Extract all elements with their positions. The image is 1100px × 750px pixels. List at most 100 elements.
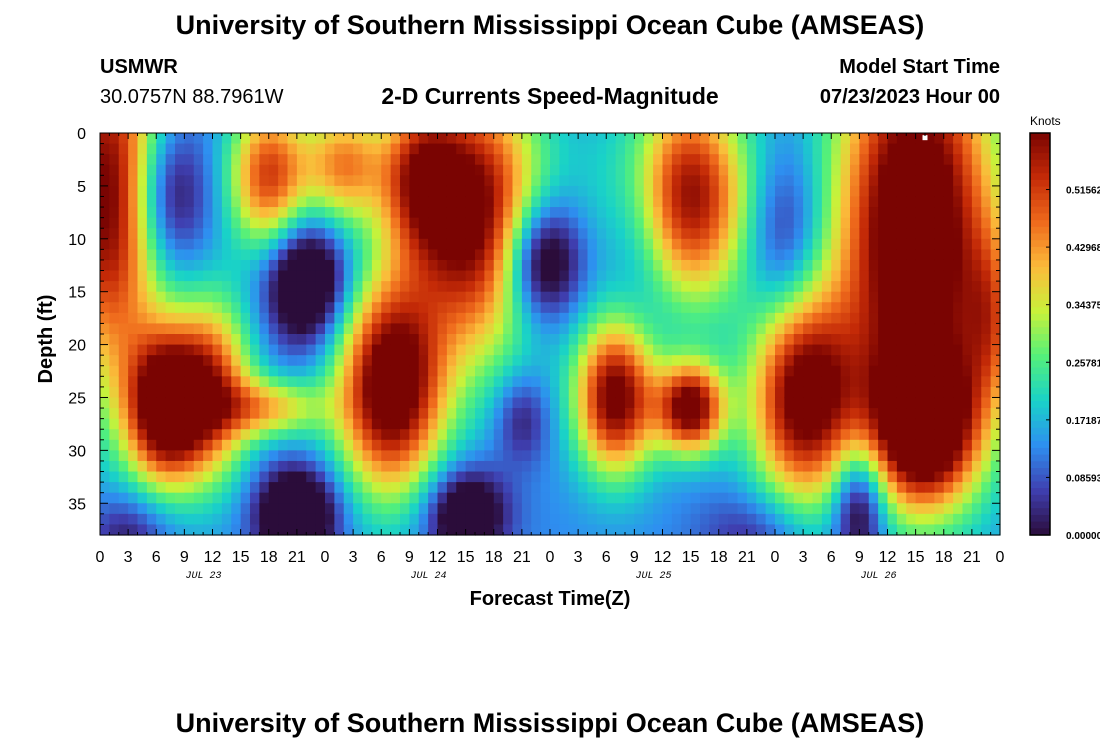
heatmap-cell (184, 259, 195, 272)
heatmap-cell (850, 344, 860, 356)
heatmap-cell (671, 238, 682, 250)
heatmap-cell (981, 185, 992, 198)
heatmap-cell (343, 513, 354, 526)
heatmap-cell (962, 418, 973, 430)
heatmap-cell (259, 397, 270, 409)
heatmap-cell (109, 196, 120, 208)
heatmap-cell (765, 291, 776, 303)
heatmap-cell (315, 503, 326, 515)
heatmap-cell (587, 312, 598, 325)
heatmap-cell (953, 492, 964, 504)
heatmap-cell (315, 344, 326, 356)
heatmap-cell (409, 513, 420, 526)
heatmap-cell (775, 513, 785, 526)
heatmap-cell (718, 418, 729, 430)
heatmap-cell (896, 164, 907, 176)
heatmap-cell (221, 439, 232, 451)
heatmap-cell (568, 175, 579, 187)
heatmap-cell (831, 503, 842, 515)
heatmap-cell (587, 365, 598, 377)
heatmap-cell (409, 291, 420, 303)
heatmap-cell (240, 228, 251, 240)
heatmap-cell (896, 291, 907, 303)
heatmap-cell (437, 365, 448, 377)
heatmap-cell (662, 312, 673, 325)
heatmap-cell (456, 249, 467, 261)
heatmap-cell (521, 281, 532, 293)
heatmap-cell (128, 207, 139, 219)
heatmap-cell (437, 249, 448, 261)
heatmap-cell (971, 460, 982, 473)
heatmap-cell (840, 524, 851, 536)
day-label: JUL 26 (860, 571, 896, 582)
heatmap-cell (306, 418, 317, 430)
heatmap-cell (831, 270, 842, 282)
heatmap-cell (278, 133, 289, 145)
heatmap-cell (943, 482, 954, 494)
heatmap-cell (334, 471, 345, 483)
heatmap-cell (559, 207, 570, 219)
heatmap-cell (156, 376, 167, 388)
heatmap-cell (840, 196, 851, 208)
colorbar-swatch (1030, 494, 1050, 503)
heatmap-cell (690, 429, 701, 441)
heatmap-cell (709, 133, 720, 145)
heatmap-cell (250, 439, 260, 451)
heatmap-cell (906, 513, 917, 526)
heatmap-cell (615, 217, 626, 229)
heatmap-cell (390, 418, 401, 430)
heatmap-cell (343, 460, 354, 473)
heatmap-cell (409, 323, 420, 335)
heatmap-cell (559, 249, 570, 261)
heatmap-cell (971, 492, 982, 504)
heatmap-cell (109, 376, 120, 388)
heatmap-cell (643, 503, 654, 515)
heatmap-cell (887, 513, 898, 526)
heatmap-cell (925, 418, 935, 430)
heatmap-cell (118, 207, 129, 219)
heatmap-cell (934, 238, 945, 250)
heatmap-cell (700, 143, 710, 155)
heatmap-cell (681, 355, 692, 367)
heatmap-cell (812, 249, 823, 261)
heatmap-cell (503, 228, 514, 240)
heatmap-cell (212, 323, 223, 335)
heatmap-cell (803, 164, 814, 176)
heatmap-cell (887, 460, 898, 473)
heatmap-cell (503, 365, 514, 377)
heatmap-cell (128, 323, 139, 335)
heatmap-cell (906, 482, 917, 494)
heatmap-cell (240, 439, 251, 451)
heatmap-cell (925, 164, 935, 176)
heatmap-cell (203, 259, 214, 272)
heatmap-cell (690, 312, 701, 325)
heatmap-cell (859, 334, 870, 346)
heatmap-cell (493, 418, 504, 430)
heatmap-cell (521, 334, 532, 346)
heatmap-cell (503, 302, 514, 314)
heatmap-cell (709, 323, 720, 335)
heatmap-cell (465, 154, 476, 166)
heatmap-cell (765, 302, 776, 314)
heatmap-cell (756, 418, 767, 430)
heatmap-cell (428, 408, 439, 420)
heatmap-cell (625, 482, 635, 494)
colorbar-swatch (1030, 287, 1050, 295)
heatmap-cell (390, 302, 401, 314)
heatmap-cell (887, 133, 898, 145)
heatmap-cell (625, 376, 635, 388)
heatmap-cell (943, 323, 954, 335)
heatmap-cell (859, 365, 870, 377)
heatmap-cell (465, 344, 476, 356)
y-tick-label: 30 (68, 443, 86, 460)
heatmap-cell (850, 270, 860, 282)
heatmap-cell (793, 133, 804, 145)
heatmap-cell (587, 238, 598, 250)
heatmap-cell (878, 302, 889, 314)
heatmap-cell (296, 524, 307, 536)
colorbar-tick-label: 0.51562 (1066, 186, 1100, 197)
heatmap-cell (400, 259, 410, 272)
heatmap-cell (137, 154, 148, 166)
y-tick-label: 10 (68, 232, 86, 249)
heatmap-cell (840, 450, 851, 462)
